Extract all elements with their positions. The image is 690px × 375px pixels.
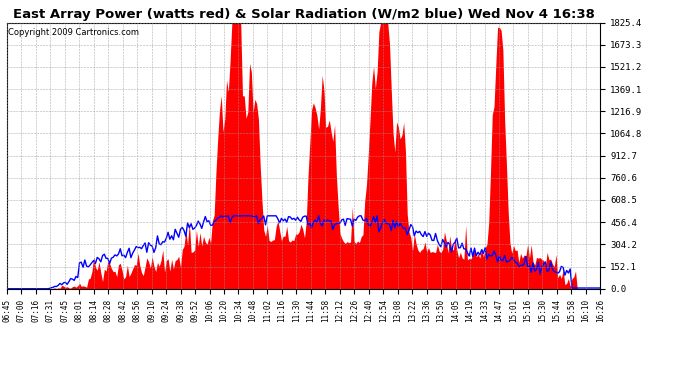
Text: Copyright 2009 Cartronics.com: Copyright 2009 Cartronics.com — [8, 28, 139, 37]
Title: East Array Power (watts red) & Solar Radiation (W/m2 blue) Wed Nov 4 16:38: East Array Power (watts red) & Solar Rad… — [12, 8, 595, 21]
